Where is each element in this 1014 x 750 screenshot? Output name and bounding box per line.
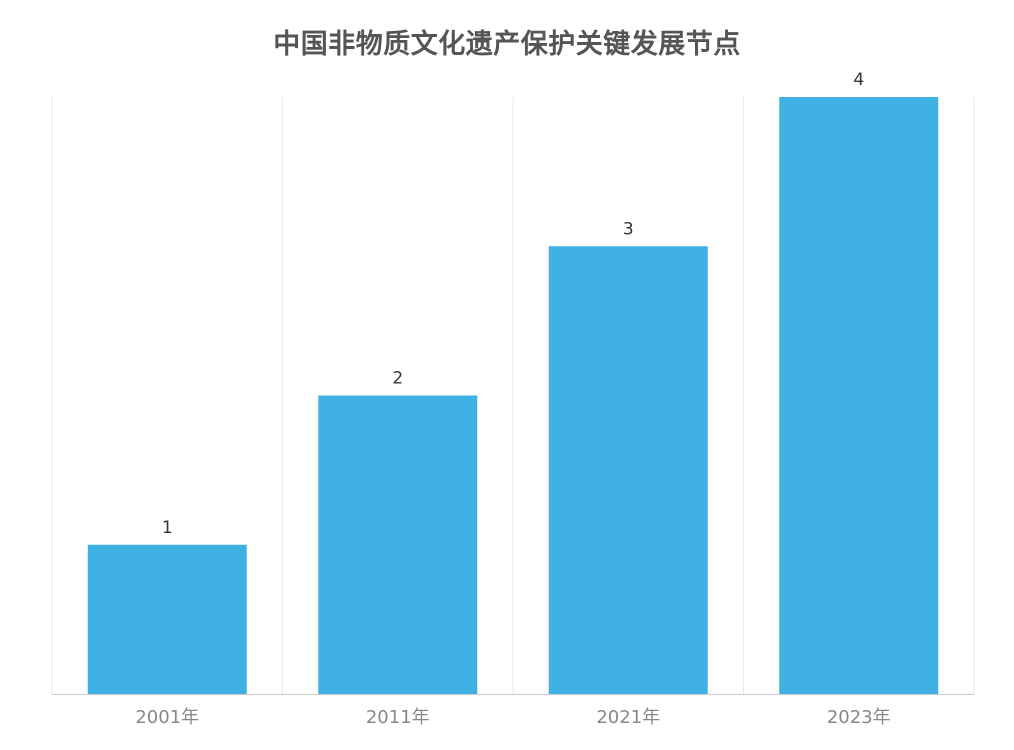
x-axis-ticks: 2001年 2011年 2021年 2023年 [135,707,890,728]
bar [318,395,478,694]
data-label: 1 [162,518,173,538]
x-tick-label: 2023年 [827,707,891,728]
data-labels: 1 2 3 4 [162,70,864,538]
x-tick-label: 2001年 [135,707,199,728]
bars [87,97,939,694]
x-tick-label: 2011年 [366,707,430,728]
bar [87,544,247,694]
data-label: 2 [392,369,403,389]
data-label: 4 [853,70,864,90]
bar [548,246,708,694]
data-label: 3 [623,219,634,239]
grid-lines [51,97,975,694]
bar [779,97,939,694]
chart-title: 中国非物质文化遗产保护关键发展节点 [273,29,741,60]
x-tick-label: 2021年 [596,707,660,728]
